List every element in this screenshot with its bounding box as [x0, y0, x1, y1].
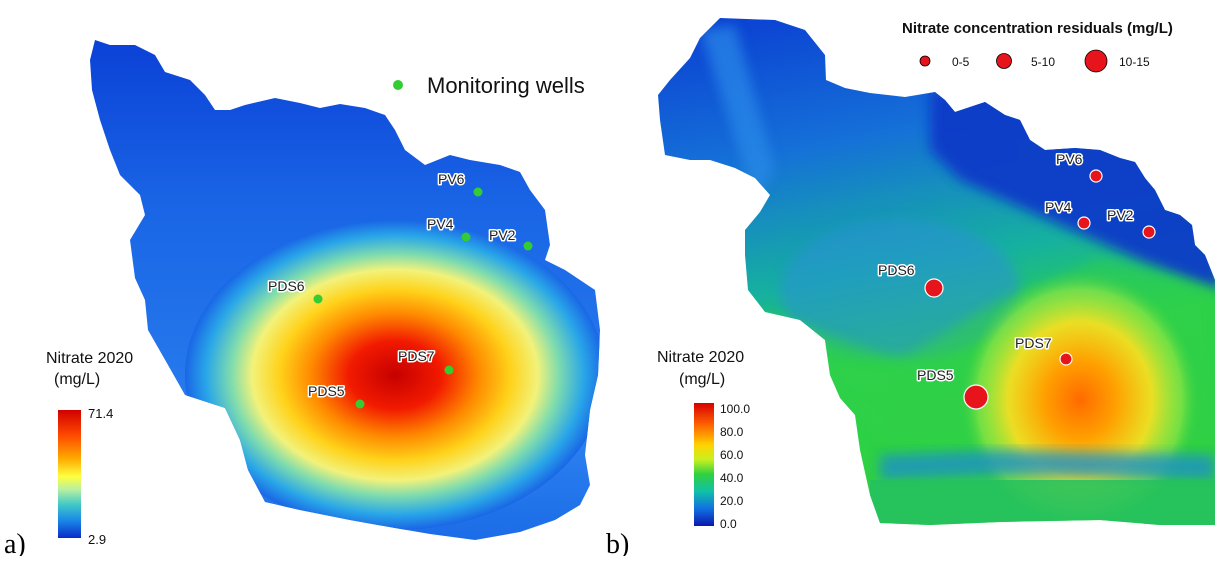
colorbar-b-tick-80: 80.0: [720, 425, 744, 439]
residual-class-10-15-marker: [1084, 49, 1108, 73]
panel-a-colorbar: Nitrate 2020 (mg/L) 71.4 2.9: [46, 350, 133, 547]
residual-pv4-label: PV4: [1045, 199, 1072, 215]
colorbar-a-title-line1: Nitrate 2020: [46, 350, 133, 367]
residual-pv6-label: PV6: [1056, 151, 1083, 167]
residual-class-10-15-label: 10-15: [1119, 55, 1150, 69]
well-pds6-marker[interactable]: [313, 294, 323, 304]
panel-a-map: [90, 40, 600, 540]
colorbar-a-min-label: 2.9: [88, 532, 106, 547]
colorbar-b-ramp: [694, 403, 714, 526]
panel-b-map: [658, 18, 1215, 525]
panel-b-residual-legend: Nitrate concentration residuals (mg/L) 0…: [902, 20, 1173, 73]
residual-class-5-10-label: 5-10: [1031, 55, 1055, 69]
colorbar-b-title-line2: (mg/L): [679, 371, 725, 388]
residual-class-0-5-marker: [919, 55, 931, 67]
well-pv6-marker[interactable]: [473, 187, 483, 197]
residual-pv2-label: PV2: [1107, 207, 1134, 223]
colorbar-b-tick-0: 0.0: [720, 517, 737, 531]
residual-pv4-marker[interactable]: [1077, 216, 1091, 230]
residual-pds7-label: PDS7: [1015, 335, 1052, 351]
well-pv4-label: PV4: [427, 216, 454, 232]
colorbar-b-tick-40: 40.0: [720, 471, 744, 485]
colorbar-a-max-label: 71.4: [88, 406, 113, 421]
residual-pds6-label: PDS6: [878, 262, 915, 278]
residual-class-5-10-marker: [996, 53, 1012, 69]
well-pds7-label: PDS7: [398, 348, 435, 364]
residual-pds6-marker[interactable]: [924, 278, 944, 298]
colorbar-b-tick-100: 100.0: [720, 402, 750, 416]
panel-b-colorbar: Nitrate 2020 (mg/L) 100.0 80.0 60.0 40.0…: [657, 349, 750, 531]
well-pv2-marker[interactable]: [523, 241, 533, 251]
residual-pds7-marker[interactable]: [1059, 352, 1073, 366]
colorbar-b-title-line1: Nitrate 2020: [657, 349, 744, 366]
panel-a-wells-legend: Monitoring wells: [393, 73, 585, 98]
panel-a-label: a): [4, 529, 26, 556]
residual-pv6-marker[interactable]: [1089, 169, 1103, 183]
well-pds7-marker[interactable]: [444, 365, 454, 375]
residual-class-0-5-label: 0-5: [952, 55, 970, 69]
residual-pds5-marker[interactable]: [963, 384, 989, 410]
well-pv6-label: PV6: [438, 171, 465, 187]
well-pv4-marker[interactable]: [461, 232, 471, 242]
well-pds5-marker[interactable]: [355, 399, 365, 409]
colorbar-a-ramp: [58, 410, 81, 538]
well-pv2-label: PV2: [489, 227, 516, 243]
well-pds6-label: PDS6: [268, 278, 305, 294]
residual-pv2-marker[interactable]: [1142, 225, 1156, 239]
panel-b-wells: PV6 PV4 PV2 PDS6 PDS7 PDS5: [877, 150, 1156, 410]
colorbar-b-tick-20: 20.0: [720, 494, 744, 508]
wells-legend-label: Monitoring wells: [427, 73, 585, 98]
panel-a-wells: PV6 PV4 PV2 PDS6 PDS7 PDS5: [267, 170, 533, 409]
wells-legend-marker: [393, 80, 403, 90]
well-pds5-label: PDS5: [308, 383, 345, 399]
residuals-legend-title: Nitrate concentration residuals (mg/L): [902, 20, 1173, 37]
colorbar-b-tick-60: 60.0: [720, 448, 744, 462]
residual-pds5-label: PDS5: [917, 367, 954, 383]
colorbar-a-title-line2: (mg/L): [54, 371, 100, 388]
panel-b-label: b): [606, 529, 629, 556]
